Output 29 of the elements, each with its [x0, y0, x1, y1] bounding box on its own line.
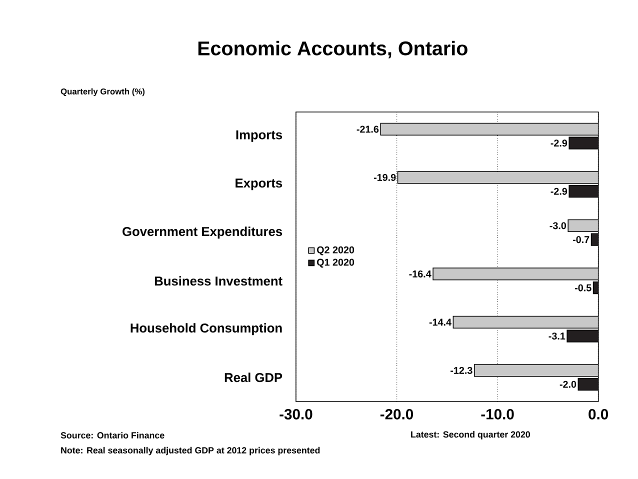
chart-title: Economic Accounts, Ontario: [198, 40, 468, 58]
data-label: -0.5: [574, 284, 592, 292]
x-tick-label: -20.0: [380, 409, 414, 420]
y-tick-label: Real GDP: [224, 372, 282, 382]
y-tick-label: Government Expenditures: [122, 226, 282, 239]
data-label: -3.1: [548, 332, 566, 340]
data-label: -16.4: [409, 270, 432, 278]
text: Latest: Second quarter 2020: [411, 431, 530, 440]
data-label: -14.4: [429, 318, 452, 326]
data-label: -3.0: [550, 222, 566, 230]
data-label: -19.9: [374, 174, 396, 182]
y-tick-label: Imports: [236, 130, 282, 142]
x-tick-label: -30.0: [280, 409, 312, 420]
data-label: -2.0: [560, 380, 576, 388]
data-label: -21.6: [356, 126, 379, 133]
legend-label: Q1 2020: [316, 258, 354, 268]
y-tick-label: Business Investment: [154, 276, 282, 286]
data-label: -12.3: [450, 367, 472, 374]
source-note: Source: Ontario Finance: [60, 432, 164, 439]
x-tick-label: 0.0: [588, 409, 608, 420]
y-tick-label: Household Consumption: [130, 323, 282, 336]
data-label: -0.7: [572, 236, 590, 244]
legend-label: Q2 2020: [316, 246, 354, 256]
data-label: -2.9: [550, 140, 568, 147]
x-tick-label: -10.0: [481, 409, 514, 420]
data-label: -2.9: [550, 188, 568, 195]
x-axis-title: Quarterly Growth (%): [60, 88, 145, 96]
text: Note: Real seasonally adjusted GDP at 2012 prices presented: [61, 447, 320, 456]
y-tick-label: Exports: [236, 178, 282, 190]
